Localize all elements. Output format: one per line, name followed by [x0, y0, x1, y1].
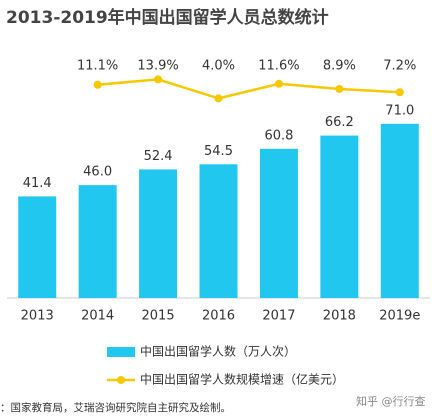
line-point [214, 94, 223, 103]
x-tick-label: 2018 [323, 309, 356, 324]
line-label: 11.6% [258, 59, 299, 74]
bar [78, 185, 117, 298]
x-tick-label: 2013 [21, 309, 54, 324]
line-point [93, 80, 102, 89]
x-tick-label: 2017 [262, 309, 295, 324]
line-label: 4.0% [202, 59, 235, 74]
line-label: 7.2% [383, 59, 416, 74]
bar-label: 54.5 [204, 144, 233, 159]
bar [139, 169, 178, 298]
bar [259, 148, 298, 298]
x-tick-label: 2019e [379, 309, 420, 324]
legend-label: 中国出国留学人数（万人次） [140, 344, 296, 359]
bar [18, 196, 57, 298]
line [97, 78, 400, 100]
legend-swatch [107, 347, 135, 357]
bar-label: 60.8 [264, 128, 293, 143]
line-label: 8.9% [323, 59, 356, 74]
source: ：国家教育局，艾瑞咨询研究院自主研究及绘制。 [0, 401, 231, 414]
bar-label: 52.4 [144, 149, 173, 164]
x-tick-label: 2015 [142, 309, 175, 324]
chart-title: 2013-2019年中国出国留学人员总数统计 [6, 7, 329, 28]
line-point [274, 79, 283, 88]
bar-label: 46.0 [83, 165, 112, 180]
watermark: 知乎 @行行查 [356, 394, 426, 408]
bar-label: 71.0 [385, 103, 414, 118]
bar-label: 66.2 [325, 115, 354, 130]
legend-swatch [117, 376, 125, 384]
x-tick-label: 2016 [202, 309, 235, 324]
line-label: 11.1% [77, 59, 118, 74]
line-point [335, 84, 344, 93]
legend-label: 中国出国留学人数规模增速（亿美元） [140, 372, 344, 387]
bar-label: 41.4 [23, 176, 52, 191]
bar [380, 123, 419, 298]
line-point [395, 88, 404, 97]
line-point [154, 75, 163, 84]
x-tick-label: 2014 [81, 309, 114, 324]
bar [320, 135, 359, 298]
line-label: 13.9% [137, 59, 178, 74]
bar [199, 164, 238, 298]
